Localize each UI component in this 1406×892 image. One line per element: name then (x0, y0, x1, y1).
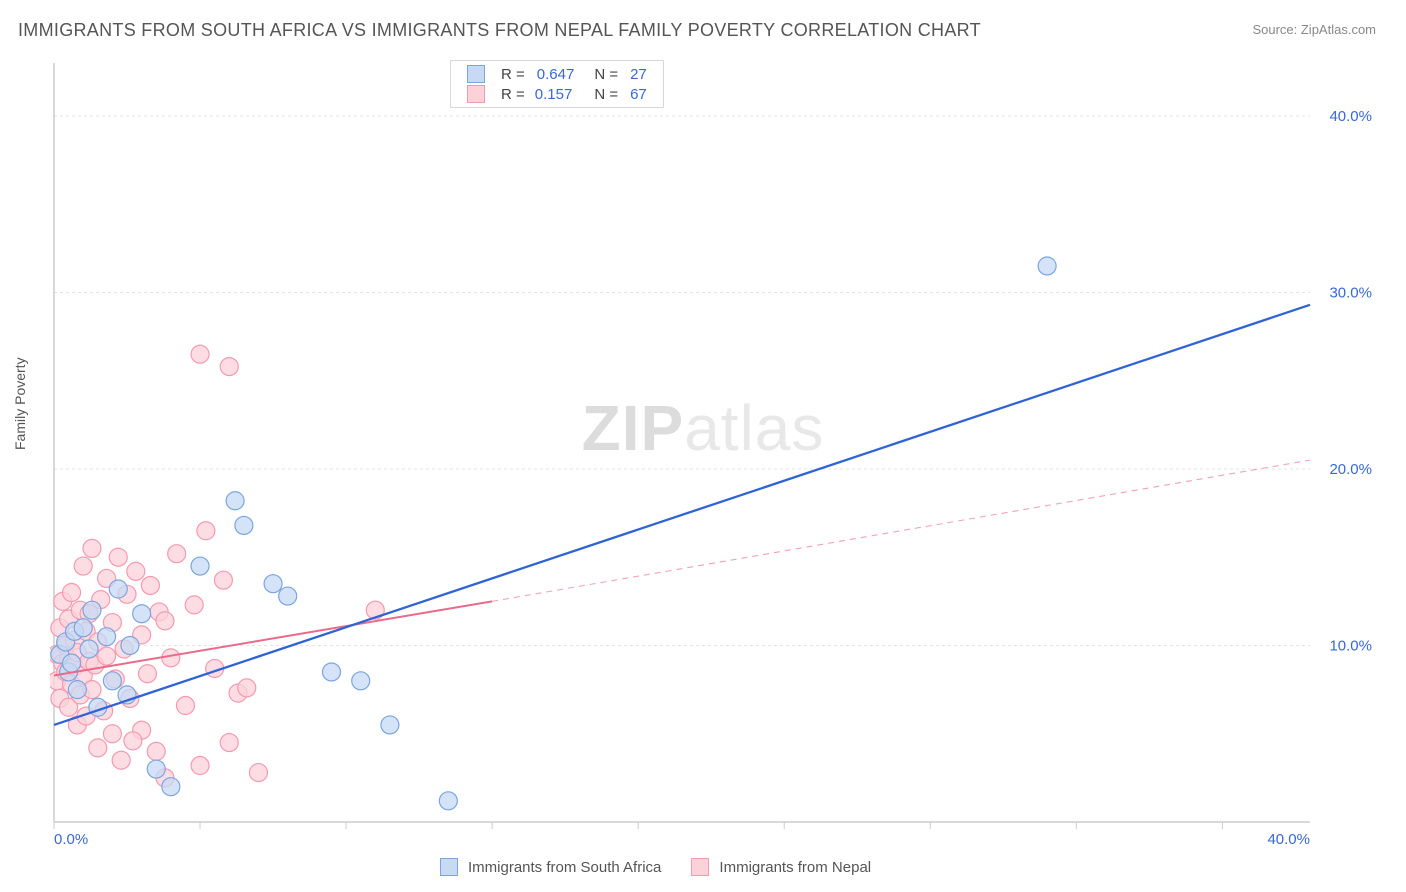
chart-title: IMMIGRANTS FROM SOUTH AFRICA VS IMMIGRAN… (18, 20, 981, 41)
svg-text:30.0%: 30.0% (1329, 284, 1372, 301)
svg-text:10.0%: 10.0% (1329, 637, 1372, 654)
legend-item-nepal: Immigrants from Nepal (691, 858, 871, 876)
correlation-legend: R =0.647 N =27 R =0.157 N =67 (450, 60, 664, 108)
legend-row-nepal: R =0.157 N =67 (461, 84, 653, 104)
svg-text:20.0%: 20.0% (1329, 461, 1372, 478)
svg-text:40.0%: 40.0% (1267, 831, 1310, 848)
scatter-plot: 10.0% 20.0% 30.0% 40.0% 0.0% 40.0% (50, 55, 1380, 850)
svg-text:0.0%: 0.0% (54, 831, 88, 848)
y-axis-label: Family Poverty (12, 357, 28, 450)
swatch-south-africa (467, 65, 485, 83)
swatch-nepal-icon (691, 858, 709, 876)
legend-row-south-africa: R =0.647 N =27 (461, 64, 653, 84)
legend-label: Immigrants from South Africa (468, 859, 661, 876)
source-attribution: Source: ZipAtlas.com (1252, 22, 1376, 37)
swatch-south-africa-icon (440, 858, 458, 876)
legend-label: Immigrants from Nepal (719, 859, 871, 876)
svg-text:40.0%: 40.0% (1329, 108, 1372, 125)
series-legend: Immigrants from South Africa Immigrants … (440, 858, 871, 876)
legend-item-south-africa: Immigrants from South Africa (440, 858, 661, 876)
swatch-nepal (467, 85, 485, 103)
